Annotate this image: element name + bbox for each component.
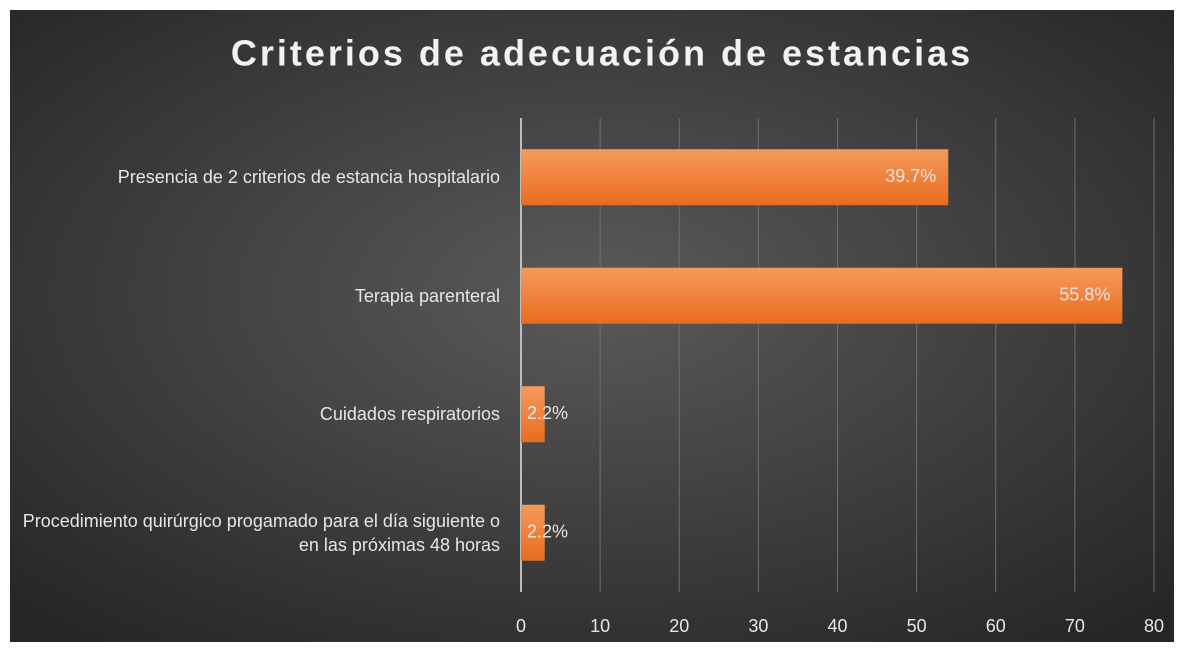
value-label: 55.8%: [1059, 285, 1110, 305]
bar: [521, 504, 545, 561]
value-label: 2.2%: [527, 522, 568, 542]
x-tick-label: 80: [1144, 616, 1164, 636]
bar: [521, 386, 545, 443]
x-tick-label: 10: [590, 616, 610, 636]
value-label: 39.7%: [885, 166, 936, 186]
x-tick-label: 40: [827, 616, 847, 636]
bar: [521, 149, 949, 206]
chart-title: Criterios de adecuación de estancias: [231, 33, 973, 74]
x-tick-label: 0: [516, 616, 526, 636]
y-tick-label: Cuidados respiratorios: [319, 404, 500, 425]
x-tick-label: 70: [1065, 616, 1085, 636]
x-tick-label: 50: [907, 616, 927, 636]
y-tick-label: Procedimiento quirúrgico progamado para …: [22, 510, 500, 555]
value-label: 2.2%: [527, 403, 568, 423]
bar: [521, 267, 1123, 324]
background: [10, 10, 1174, 642]
y-tick-label: Presencia de 2 criterios de estancia hos…: [117, 167, 500, 188]
x-tick-label: 60: [986, 616, 1006, 636]
y-tick-label: Terapia parenteral: [354, 285, 500, 306]
x-tick-label: 20: [669, 616, 689, 636]
x-tick-label: 30: [748, 616, 768, 636]
